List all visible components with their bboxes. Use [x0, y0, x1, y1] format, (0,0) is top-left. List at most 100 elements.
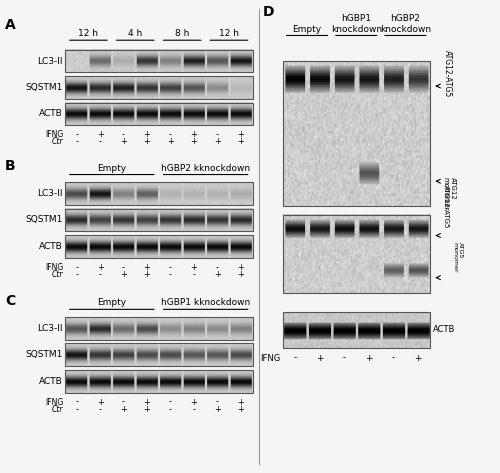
Text: +: +: [144, 263, 150, 272]
Text: -: -: [75, 270, 78, 279]
Text: 12 h: 12 h: [78, 29, 98, 38]
Text: -: -: [192, 270, 196, 279]
Text: SQSTM1: SQSTM1: [25, 215, 62, 225]
Text: +: +: [190, 263, 198, 272]
Text: -: -: [122, 397, 125, 407]
Text: -: -: [98, 270, 102, 279]
Text: Empty: Empty: [292, 25, 322, 34]
Text: +: +: [365, 353, 372, 363]
Bar: [65, 76, 252, 99]
Text: -: -: [75, 130, 78, 140]
Text: LC3-II: LC3-II: [37, 189, 62, 198]
Text: ATG12-ATG5: ATG12-ATG5: [442, 50, 452, 97]
Bar: [65, 50, 252, 72]
Text: +: +: [238, 130, 244, 140]
Text: IFNG: IFNG: [45, 397, 64, 407]
Text: +: +: [214, 270, 221, 279]
Bar: [65, 343, 252, 366]
Text: Empty: Empty: [98, 298, 126, 307]
Text: +: +: [167, 137, 174, 147]
Text: -: -: [169, 130, 172, 140]
Text: Ctr: Ctr: [52, 404, 64, 414]
Text: Empty: Empty: [98, 164, 126, 173]
Text: +: +: [214, 137, 221, 147]
Text: +: +: [120, 270, 127, 279]
Text: Ctr: Ctr: [52, 270, 64, 279]
Text: +: +: [96, 263, 103, 272]
Bar: [65, 182, 252, 205]
Text: -: -: [169, 404, 172, 414]
Text: D: D: [262, 5, 274, 19]
Bar: [65, 103, 252, 125]
Text: 4 h: 4 h: [128, 29, 142, 38]
Text: A: A: [5, 18, 16, 32]
Text: +: +: [238, 137, 244, 147]
Text: +: +: [190, 130, 198, 140]
Text: hGBP2
knockdown: hGBP2 knockdown: [380, 14, 431, 34]
Bar: [65, 370, 252, 393]
Text: -: -: [98, 404, 102, 414]
Text: +: +: [238, 263, 244, 272]
Bar: [65, 235, 252, 258]
Text: hGBP1
knockdown: hGBP1 knockdown: [330, 14, 382, 34]
Text: -: -: [216, 130, 219, 140]
Text: -: -: [169, 263, 172, 272]
Text: +: +: [414, 353, 422, 363]
Text: IFNG: IFNG: [260, 353, 280, 363]
Bar: [65, 209, 252, 231]
Text: +: +: [96, 130, 103, 140]
Text: hGBP2 kknockdown: hGBP2 kknockdown: [161, 164, 250, 173]
Text: +: +: [144, 397, 150, 407]
Text: +: +: [190, 397, 198, 407]
Text: -: -: [169, 397, 172, 407]
Text: -: -: [122, 130, 125, 140]
Text: IFNG: IFNG: [45, 263, 64, 272]
Text: 8 h: 8 h: [175, 29, 190, 38]
Text: LC3-II: LC3-II: [37, 324, 62, 333]
Text: ACTB: ACTB: [39, 109, 62, 119]
Text: C: C: [5, 294, 15, 308]
Text: LC3-II: LC3-II: [37, 56, 62, 66]
Text: -: -: [75, 397, 78, 407]
Text: +: +: [144, 404, 150, 414]
Text: Ctr: Ctr: [52, 137, 64, 147]
Text: +: +: [144, 130, 150, 140]
Text: -: -: [98, 137, 102, 147]
Text: -: -: [342, 353, 345, 363]
Text: ATG5
monomer: ATG5 monomer: [452, 243, 464, 273]
Text: +: +: [144, 270, 150, 279]
Text: SQSTM1: SQSTM1: [25, 83, 62, 92]
Text: ACTB: ACTB: [39, 242, 62, 251]
Text: +: +: [316, 353, 323, 363]
Text: ATG12-ATG5: ATG12-ATG5: [442, 185, 448, 228]
Text: -: -: [216, 397, 219, 407]
Text: B: B: [5, 159, 15, 174]
Text: -: -: [192, 404, 196, 414]
Text: +: +: [120, 137, 127, 147]
Text: -: -: [75, 137, 78, 147]
Text: ACTB: ACTB: [432, 325, 455, 334]
Text: -: -: [293, 353, 296, 363]
Text: +: +: [238, 404, 244, 414]
Bar: [282, 312, 430, 348]
Text: -: -: [392, 353, 394, 363]
Bar: [282, 61, 430, 206]
Text: +: +: [238, 270, 244, 279]
Text: +: +: [96, 397, 103, 407]
Bar: [65, 317, 252, 340]
Text: +: +: [190, 137, 198, 147]
Text: SQSTM1: SQSTM1: [25, 350, 62, 359]
Text: -: -: [75, 263, 78, 272]
Text: -: -: [169, 270, 172, 279]
Text: -: -: [75, 404, 78, 414]
Bar: [282, 215, 430, 293]
Text: 12 h: 12 h: [219, 29, 239, 38]
Text: +: +: [214, 404, 221, 414]
Text: -: -: [216, 263, 219, 272]
Text: hGBP1 kknockdown: hGBP1 kknockdown: [161, 298, 250, 307]
Text: +: +: [120, 404, 127, 414]
Text: +: +: [238, 397, 244, 407]
Text: ACTB: ACTB: [39, 377, 62, 386]
Text: -: -: [122, 263, 125, 272]
Text: +: +: [144, 137, 150, 147]
